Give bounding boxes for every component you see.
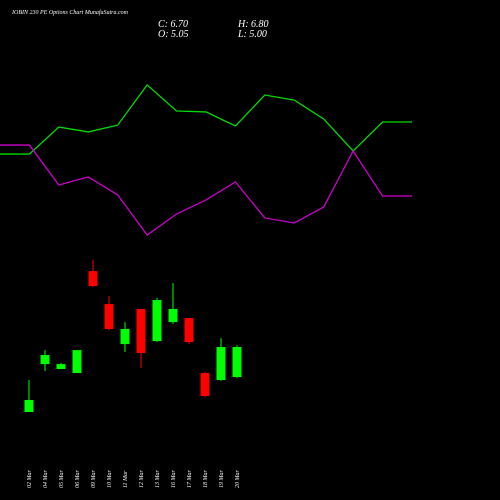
candle-body [200,373,210,396]
ohlc-label: H: 6.80 [237,19,269,30]
candle-body [56,364,66,370]
ohlc-label: O: 5.05 [158,29,189,40]
x-tick-label: 02 Mar [27,470,33,488]
line-series [0,144,412,236]
candle-body [72,350,82,374]
x-tick-label: 16 Mar [171,470,177,488]
ohlc-label: C: 6.70 [158,19,188,30]
x-tick-label: 04 Mar [42,470,49,488]
ohlc-label: L: 5.00 [237,29,267,40]
candle-body [120,328,130,345]
x-tick-label: 09 Mar [91,470,97,488]
candle-body [136,308,146,354]
x-tick-label: 11 Mar [123,470,129,488]
x-tick-label: 18 Mar [203,470,209,488]
x-tick-label: 12 Mar [139,470,145,488]
chart-title: IOBIN 230 PE Options Chart MunafaSutra.c… [11,9,129,16]
candle-body [232,347,242,378]
candle-body [104,304,114,329]
candle-body [152,300,162,342]
candle-body [168,308,178,323]
x-tick-label: 19 Mar [219,470,225,488]
x-tick-label: 05 Mar [59,470,65,488]
x-tick-label: 10 Mar [107,470,113,488]
candle-body [24,399,34,412]
candle-body [216,347,226,380]
x-tick-label: 06 Mar [75,470,81,488]
line-series [0,83,412,155]
candle-body [88,271,98,287]
x-tick-label: 20 Mar [235,470,241,488]
candle-body [184,318,194,343]
x-tick-label: 17 Mar [187,470,193,488]
candle-body [40,355,50,365]
x-tick-label: 13 Mar [155,470,161,488]
